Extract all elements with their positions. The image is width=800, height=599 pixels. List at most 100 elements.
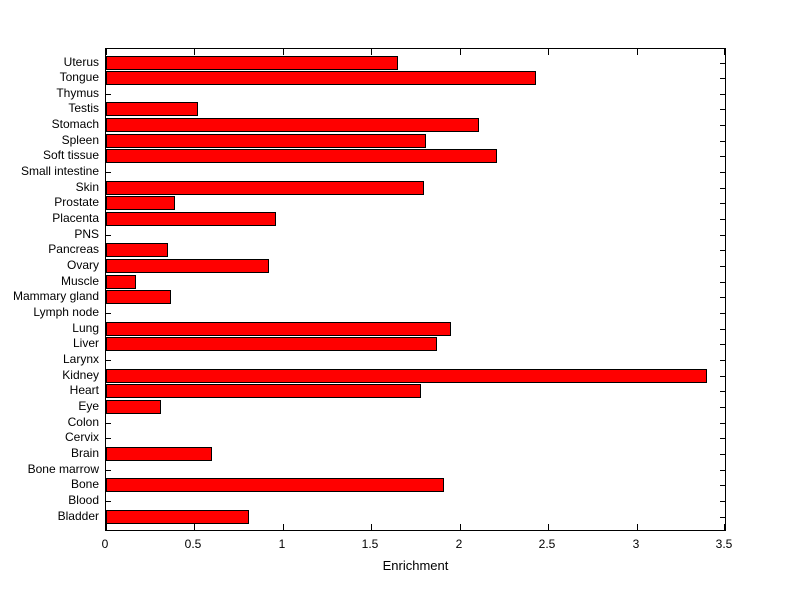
y-tick (720, 313, 725, 314)
y-tick (720, 517, 725, 518)
y-tick (720, 141, 725, 142)
x-tick (637, 49, 638, 55)
ytick-label-bone-marrow: Bone marrow (27, 461, 99, 476)
ytick-label-kidney: Kidney (62, 367, 99, 382)
bar-heart (106, 384, 421, 398)
ytick-label-spleen: Spleen (61, 132, 99, 147)
y-tick (720, 485, 725, 486)
y-tick (720, 407, 725, 408)
ytick-label-muscle: Muscle (60, 273, 99, 288)
xtick-label-2: 2 (455, 537, 463, 551)
y-tick (720, 78, 725, 79)
y-tick (720, 266, 725, 267)
xtick-label-1-5: 1.5 (361, 537, 379, 551)
bar-bladder (106, 510, 249, 524)
bar-pancreas (106, 243, 168, 257)
x-tick (724, 524, 725, 530)
ytick-label-uterus: Uterus (63, 54, 99, 69)
x-tick (548, 524, 549, 530)
ytick-label-tongue: Tongue (59, 70, 99, 85)
y-tick (720, 329, 725, 330)
y-tick (106, 501, 111, 502)
y-tick (720, 219, 725, 220)
bar-stomach (106, 118, 479, 132)
y-tick (720, 235, 725, 236)
x-tick (460, 524, 461, 530)
bar-tongue (106, 71, 536, 85)
y-tick (106, 94, 111, 95)
y-tick (720, 423, 725, 424)
ytick-label-bladder: Bladder (57, 508, 99, 523)
y-tick (720, 344, 725, 345)
y-tick (720, 501, 725, 502)
bar-brain (106, 447, 212, 461)
y-tick (720, 250, 725, 251)
y-tick (720, 438, 725, 439)
bar-eye (106, 400, 161, 414)
y-tick (106, 470, 111, 471)
y-tick (720, 376, 725, 377)
bar-bone (106, 478, 444, 492)
ytick-label-testis: Testis (68, 101, 99, 116)
ytick-label-lung: Lung (72, 320, 99, 335)
ytick-label-skin: Skin (75, 179, 99, 194)
y-tick (106, 172, 111, 173)
x-axis-label: Enrichment (382, 558, 449, 573)
ytick-label-placenta: Placenta (52, 211, 99, 226)
y-tick (106, 235, 111, 236)
bar-liver (106, 337, 437, 351)
ytick-label-heart: Heart (69, 383, 99, 398)
ytick-label-blood: Blood (68, 492, 99, 507)
bar-uterus (106, 56, 398, 70)
y-tick (106, 360, 111, 361)
y-tick (720, 172, 725, 173)
ytick-label-stomach: Stomach (51, 117, 99, 132)
xtick-label-2-5: 2.5 (538, 537, 556, 551)
x-tick (371, 49, 372, 55)
y-tick (106, 313, 111, 314)
ytick-label-soft-tissue: Soft tissue (42, 148, 99, 163)
x-tick (637, 524, 638, 530)
x-tick (106, 524, 107, 530)
ytick-label-liver: Liver (72, 336, 99, 351)
y-tick (106, 438, 111, 439)
y-tick (720, 94, 725, 95)
bar-prostate (106, 196, 175, 210)
ytick-label-prostate: Prostate (54, 195, 99, 210)
x-tick (106, 49, 107, 55)
plot-area (105, 48, 726, 531)
bar-soft-tissue (106, 149, 497, 163)
y-tick (720, 297, 725, 298)
ytick-label-pancreas: Pancreas (48, 242, 99, 257)
ytick-label-brain: Brain (70, 445, 99, 460)
xtick-label-3: 3 (632, 537, 640, 551)
bar-ovary (106, 259, 269, 273)
xtick-label-0-5: 0.5 (184, 537, 202, 551)
bar-testis (106, 102, 198, 116)
ytick-label-pns: PNS (74, 226, 99, 241)
ytick-label-eye: Eye (78, 398, 99, 413)
y-tick (720, 188, 725, 189)
y-tick (720, 282, 725, 283)
y-tick (720, 470, 725, 471)
ytick-label-colon: Colon (67, 414, 99, 429)
ytick-label-bone: Bone (70, 477, 99, 492)
bar-lung (106, 322, 451, 336)
y-tick (720, 391, 725, 392)
x-tick (283, 49, 284, 55)
ytick-label-larynx: Larynx (62, 351, 99, 366)
xtick-label-0: 0 (101, 537, 109, 551)
x-tick (548, 49, 549, 55)
y-tick (720, 360, 725, 361)
ytick-label-ovary: Ovary (66, 258, 99, 273)
y-tick (106, 423, 111, 424)
y-tick (720, 203, 725, 204)
x-tick (194, 524, 195, 530)
ytick-label-lymph-node: Lymph node (33, 304, 99, 319)
bar-skin (106, 181, 424, 195)
x-tick (460, 49, 461, 55)
xtick-label-3-5: 3.5 (715, 537, 733, 551)
ytick-label-small-intestine: Small intestine (20, 164, 99, 179)
xtick-label-1: 1 (278, 537, 286, 551)
